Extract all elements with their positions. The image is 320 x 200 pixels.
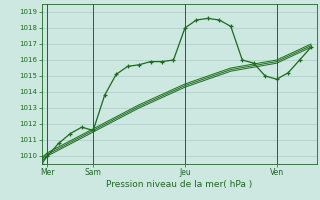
X-axis label: Pression niveau de la mer( hPa ): Pression niveau de la mer( hPa ) — [106, 180, 252, 189]
